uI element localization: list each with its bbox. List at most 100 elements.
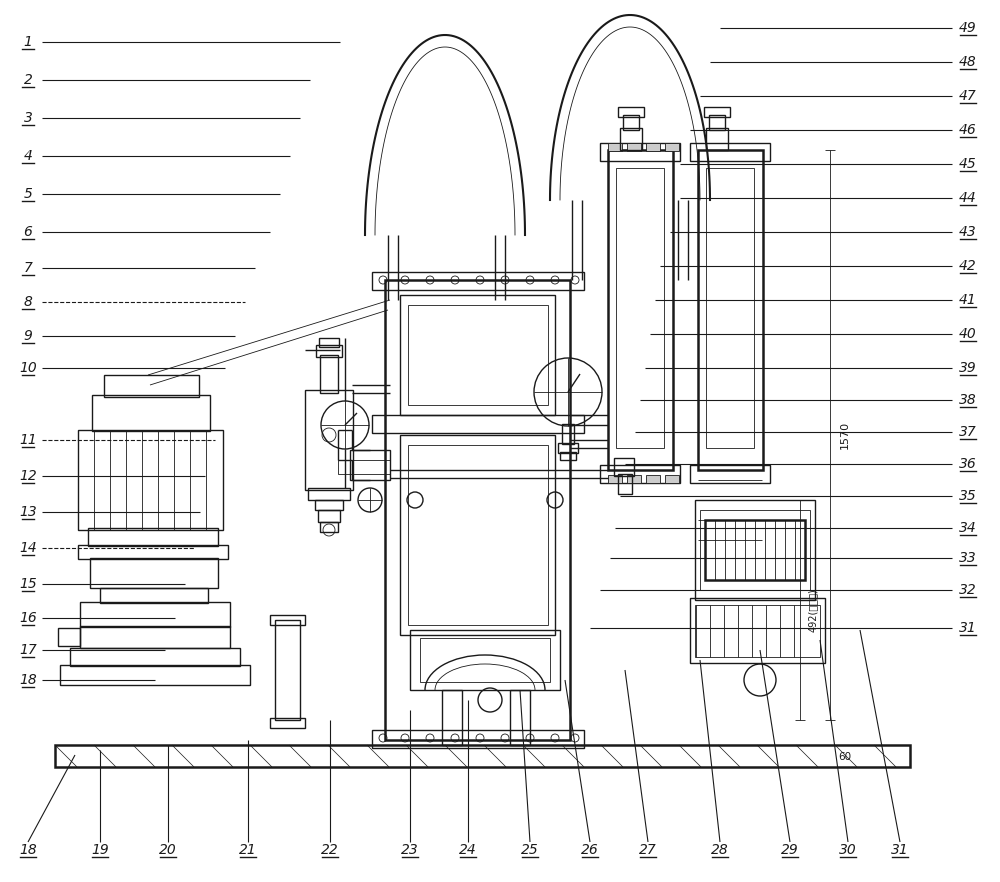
Text: 3: 3	[24, 111, 32, 125]
Text: 4: 4	[24, 149, 32, 163]
Bar	[318, 510, 340, 522]
Text: 40: 40	[959, 327, 977, 341]
Bar	[400, 435, 555, 635]
Bar	[608, 475, 622, 483]
Text: 48: 48	[959, 55, 977, 69]
Bar	[408, 305, 548, 405]
Bar	[695, 605, 820, 657]
Text: 22: 22	[321, 843, 339, 857]
Text: 7: 7	[24, 261, 32, 275]
Text: 11: 11	[19, 433, 37, 447]
Bar	[616, 168, 664, 448]
Bar	[709, 115, 725, 130]
Text: 29: 29	[781, 843, 799, 857]
Text: 28: 28	[711, 843, 729, 857]
Text: 46: 46	[959, 123, 977, 137]
Text: 26: 26	[581, 843, 599, 857]
Bar	[350, 450, 390, 480]
Text: 31: 31	[891, 843, 909, 857]
Text: 17: 17	[19, 643, 37, 657]
Text: 18: 18	[19, 843, 37, 857]
Text: 6: 6	[24, 225, 32, 239]
Bar	[420, 638, 550, 682]
Bar	[706, 168, 754, 448]
Bar	[305, 390, 353, 490]
Bar	[706, 128, 728, 150]
Text: 43: 43	[959, 225, 977, 239]
Text: 10: 10	[19, 361, 37, 375]
Bar	[410, 630, 560, 690]
Bar	[100, 588, 208, 603]
Bar	[665, 475, 679, 483]
Bar	[316, 345, 342, 357]
Text: 492(估計數): 492(估計數)	[808, 588, 818, 632]
Bar	[618, 107, 644, 117]
Bar	[320, 522, 338, 532]
Bar	[698, 150, 763, 470]
Bar	[58, 628, 80, 646]
Bar	[400, 295, 555, 415]
Bar	[510, 690, 530, 745]
Bar	[408, 445, 548, 625]
Text: 35: 35	[959, 489, 977, 503]
Bar	[690, 598, 825, 663]
Bar	[315, 500, 343, 510]
Text: 14: 14	[19, 541, 37, 555]
Bar	[80, 626, 230, 648]
Bar	[560, 452, 576, 460]
Text: 27: 27	[639, 843, 657, 857]
Bar	[275, 620, 300, 720]
Bar	[690, 465, 770, 483]
Bar	[562, 424, 574, 444]
Bar	[690, 143, 770, 161]
Bar	[704, 107, 730, 117]
Text: 24: 24	[459, 843, 477, 857]
Text: 2: 2	[24, 73, 32, 87]
Bar	[618, 474, 632, 494]
Bar	[608, 143, 622, 151]
Bar	[88, 528, 218, 546]
Text: 36: 36	[959, 457, 977, 471]
Text: 23: 23	[401, 843, 419, 857]
Text: 42: 42	[959, 259, 977, 273]
Text: 32: 32	[959, 583, 977, 597]
Bar	[695, 500, 815, 600]
Text: 49: 49	[959, 21, 977, 35]
Bar	[60, 665, 250, 685]
Bar	[646, 143, 660, 151]
Text: 38: 38	[959, 393, 977, 407]
Bar	[372, 415, 584, 433]
Bar	[320, 355, 338, 393]
Bar	[558, 443, 578, 453]
Bar	[608, 150, 673, 470]
Text: 15: 15	[19, 577, 37, 591]
Bar	[338, 460, 390, 474]
Text: 60: 60	[838, 752, 851, 762]
Text: 8: 8	[24, 295, 32, 309]
Text: 25: 25	[521, 843, 539, 857]
Bar	[78, 430, 223, 530]
Bar	[372, 272, 584, 290]
Bar	[620, 128, 642, 150]
Text: 18: 18	[19, 673, 37, 687]
Bar	[104, 375, 199, 397]
Bar	[372, 730, 584, 748]
Text: 21: 21	[239, 843, 257, 857]
Bar	[385, 280, 570, 740]
Text: 33: 33	[959, 551, 977, 565]
Text: 39: 39	[959, 361, 977, 375]
Bar	[319, 338, 339, 347]
Text: 5: 5	[24, 187, 32, 201]
Bar	[600, 465, 680, 483]
Bar	[600, 143, 680, 161]
Bar	[80, 602, 230, 627]
Text: 31: 31	[959, 621, 977, 635]
Bar	[627, 143, 641, 151]
Bar	[665, 143, 679, 151]
Bar	[627, 475, 641, 483]
Bar	[646, 475, 660, 483]
Bar	[700, 510, 810, 590]
Text: 19: 19	[91, 843, 109, 857]
Bar	[442, 690, 462, 745]
Bar	[90, 558, 218, 588]
